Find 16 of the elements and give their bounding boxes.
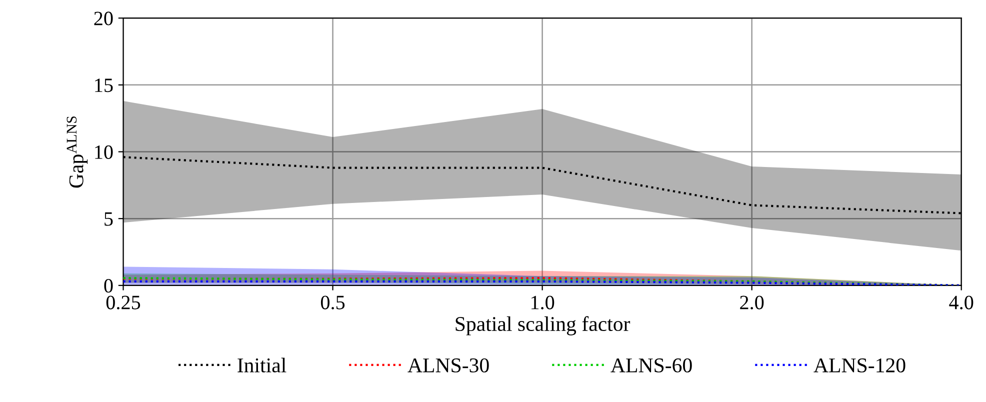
x-tick-label: 4.0 [949,296,974,310]
x-axis-title: Spatial scaling factor [456,316,630,336]
x-tick-label: 2.0 [740,296,764,310]
x-tick-label: 0.5 [320,296,345,310]
y-tick-label: 0 [104,279,113,293]
y-axis-title: Gap$^{ALNS}$ [66,116,88,188]
legend-label: ALNS-30 [408,358,489,372]
legend-label: ALNS-60 [610,358,692,372]
legend-label: Initial [238,358,286,372]
y-tick-label: 5 [104,212,113,226]
y-tick-label: 20 [94,12,113,26]
x-tick-label: 1.0 [531,296,554,310]
y-tick-label: 10 [95,145,113,159]
y-tick-label: 15 [95,78,113,92]
legend-label: ALNS-120 [814,358,906,372]
x-tick-label: 0.25 [106,296,140,310]
